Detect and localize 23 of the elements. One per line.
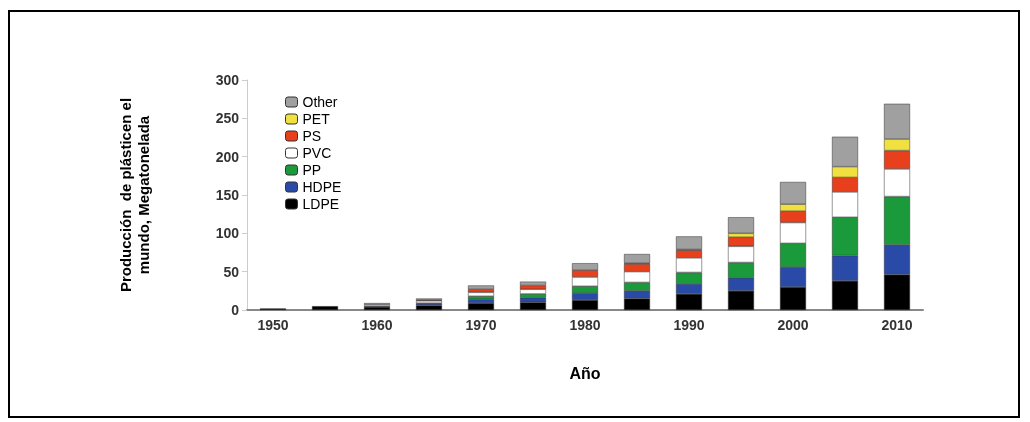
- x-tick-label: 1960: [361, 317, 393, 333]
- legend-label: PP: [302, 162, 322, 178]
- x-tick-label: 1970: [465, 317, 497, 333]
- x-tick-label: 1950: [257, 317, 289, 333]
- y-axis-title: Producción de plásticen el mundo, Megatonelada: [116, 97, 152, 293]
- legend-label: PET: [302, 111, 331, 127]
- legend-label: HDPE: [302, 179, 342, 195]
- legend-label: Other: [302, 94, 338, 110]
- legend-label: PVC: [302, 145, 332, 161]
- y-tick-label: 50: [223, 263, 240, 280]
- legend-label: LDPE: [302, 196, 340, 212]
- y-tick-label: 250: [215, 110, 240, 127]
- x-axis-title: Año: [569, 364, 601, 382]
- y-tick-label: 150: [215, 187, 240, 203]
- x-tick-label: 1980: [569, 317, 601, 333]
- y-tick-label: 200: [215, 148, 240, 165]
- x-tick-label: 2010: [881, 317, 913, 333]
- legend-label: PS: [302, 128, 322, 144]
- x-tick-label: 1990: [673, 317, 705, 333]
- y-tick-label: 300: [215, 72, 240, 88]
- y-tick-label: 100: [215, 225, 240, 242]
- y-tick-label: 0: [231, 302, 240, 318]
- x-tick-label: 2000: [777, 317, 809, 333]
